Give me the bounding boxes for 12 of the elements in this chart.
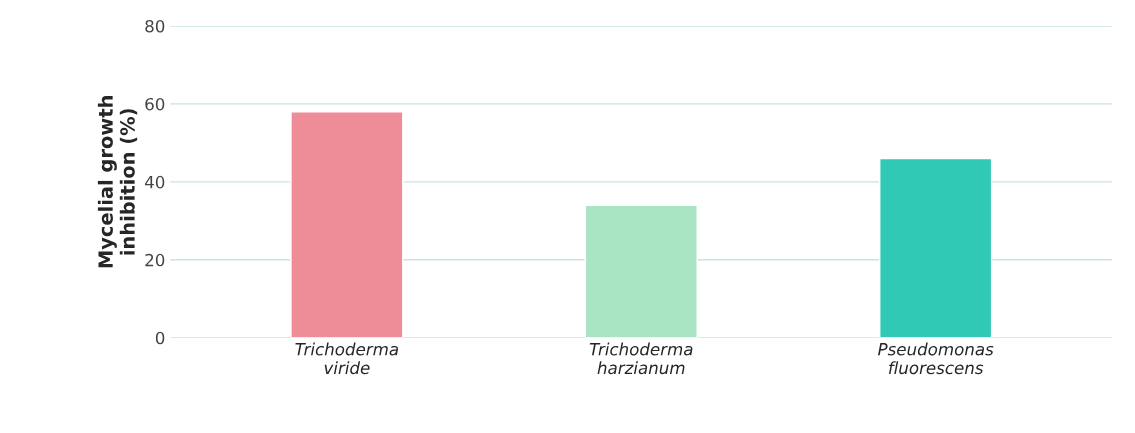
x-tick-label: Trichoderma viride — [295, 342, 398, 375]
y-axis-title: Mycelial growth inhibition (%) — [97, 96, 138, 268]
y-tick-label: 40 — [145, 175, 165, 189]
bar — [584, 204, 698, 338]
y-tick-label: 20 — [145, 253, 165, 267]
y-tick-label: 60 — [145, 97, 165, 111]
y-tick-label: 80 — [145, 19, 165, 33]
x-tick-label: Trichoderma harzianum — [589, 342, 693, 375]
x-tick-label: Pseudomonas fluorescens — [878, 342, 994, 375]
bar — [290, 111, 404, 338]
y-tick-label: 0 — [155, 331, 165, 345]
bar — [879, 157, 993, 338]
